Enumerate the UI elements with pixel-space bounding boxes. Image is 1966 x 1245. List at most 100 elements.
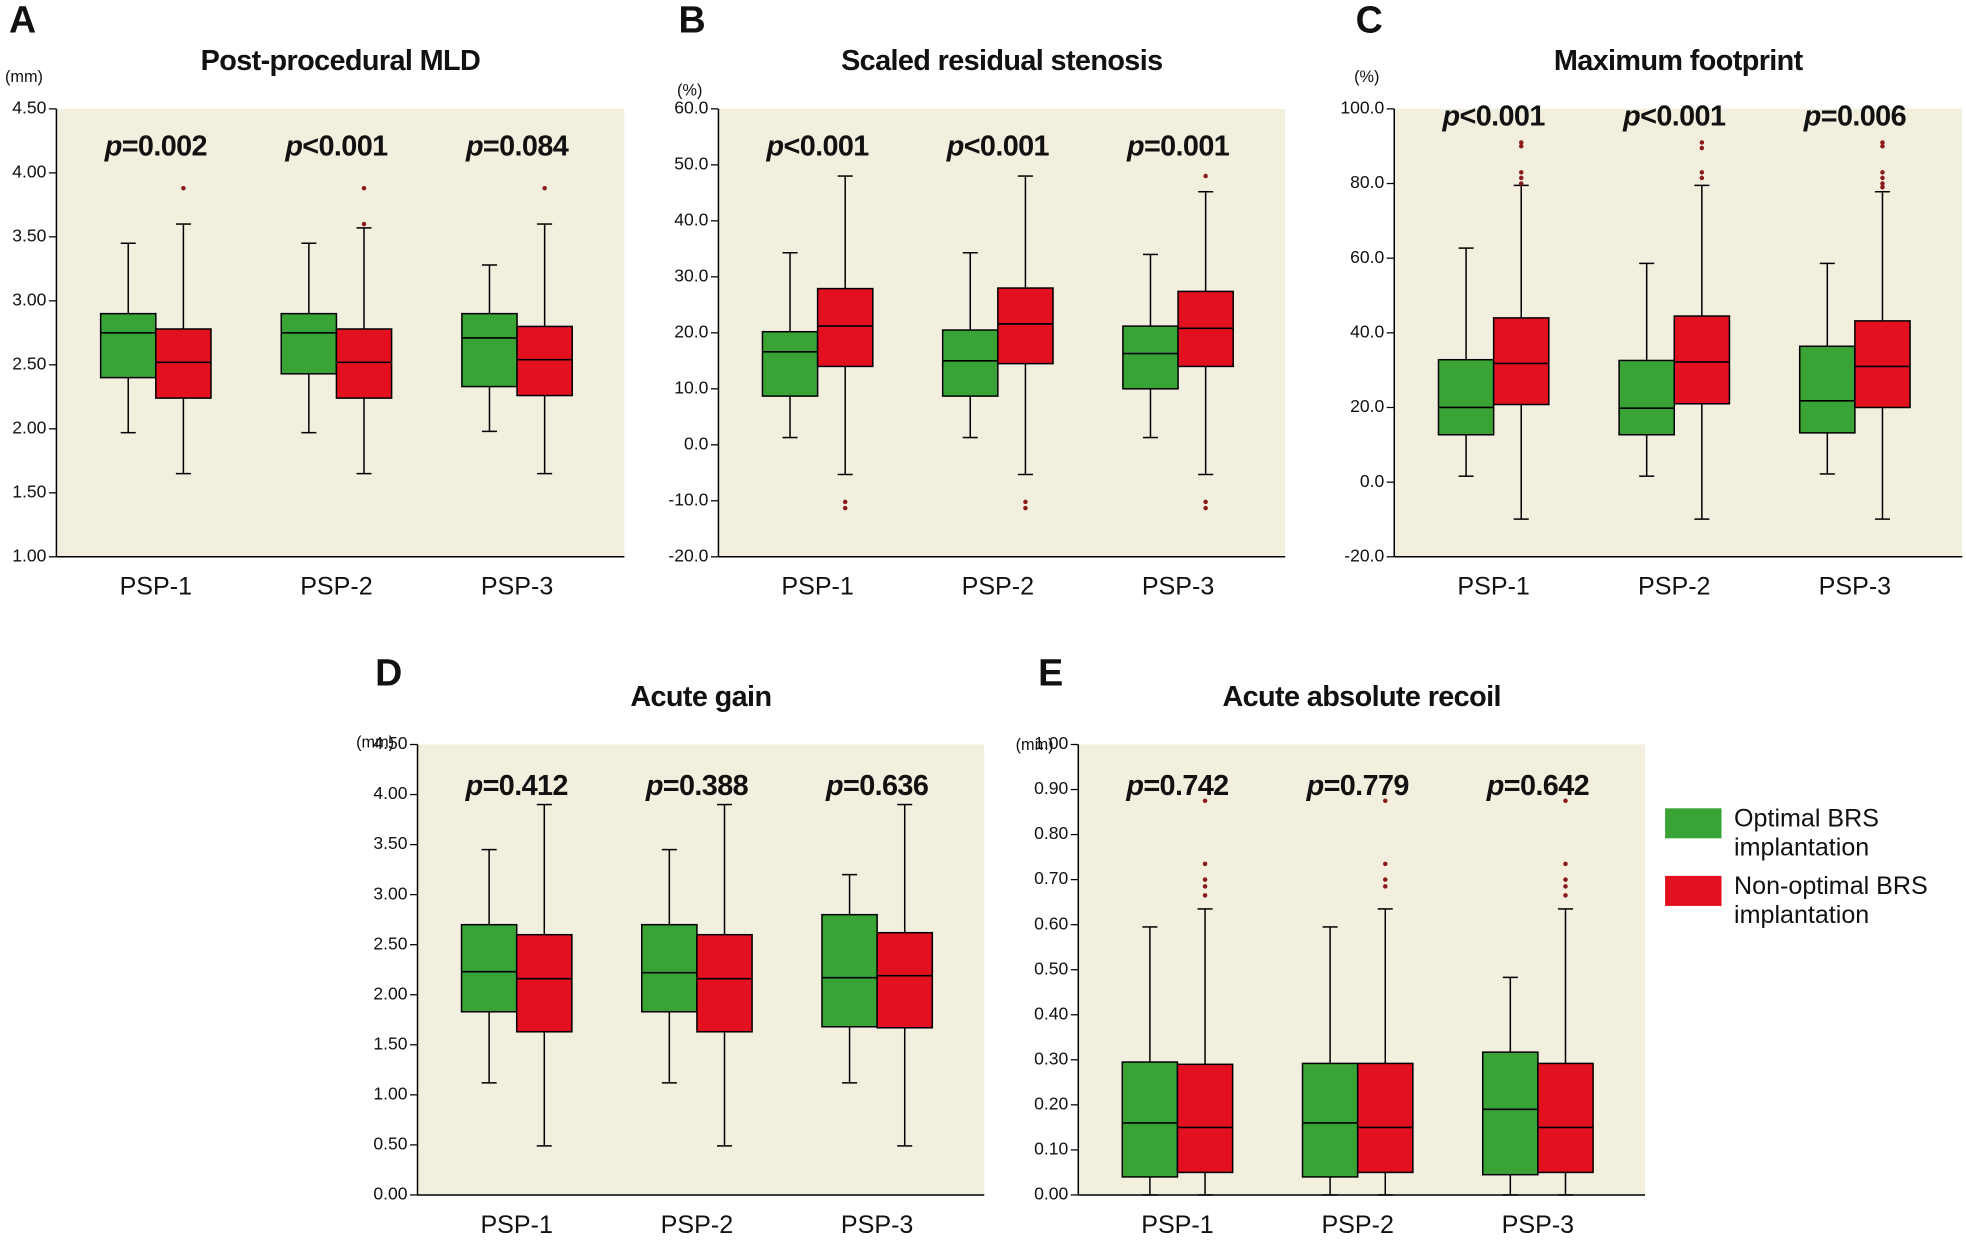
- box: [1437, 358, 1495, 436]
- outlier: [1880, 175, 1885, 181]
- p-symbol: p: [1622, 100, 1640, 132]
- box: [460, 923, 518, 1013]
- y-tick-label: 10.0: [674, 377, 708, 397]
- outlier: [1383, 877, 1388, 882]
- box: [696, 933, 753, 1033]
- p-symbol: p: [1306, 770, 1324, 802]
- p-symbol: p: [284, 130, 302, 162]
- outlier: [1202, 893, 1208, 898]
- y-tick-label: 20.0: [1350, 396, 1384, 416]
- p-text: =0.636: [843, 770, 928, 802]
- legend-line: Non-optimal BRS: [1734, 872, 1935, 900]
- box: [816, 287, 874, 368]
- y-tick-label: 1.50: [373, 1033, 407, 1053]
- outlier: [1563, 877, 1568, 882]
- box: [515, 933, 573, 1033]
- p-value: p<0.001: [1622, 100, 1726, 132]
- outlier: [1880, 170, 1885, 175]
- y-tick-label: 3.00: [373, 883, 407, 903]
- x-tick-label: PSP-3: [841, 1211, 913, 1239]
- legend-line: implantation: [1734, 833, 1869, 861]
- p-symbol: p: [645, 770, 663, 802]
- p-value: p=0.742: [1125, 770, 1228, 802]
- p-text: =0.006: [1821, 100, 1906, 132]
- outlier: [361, 185, 367, 191]
- outlier: [181, 185, 186, 191]
- outlier: [361, 221, 367, 227]
- y-tick-label: 0.70: [1034, 868, 1068, 888]
- p-value: p<0.001: [946, 130, 1050, 162]
- y-tick-label: 60.0: [674, 97, 708, 117]
- box: [1176, 1063, 1234, 1174]
- box: [1854, 320, 1911, 409]
- outlier: [1203, 173, 1208, 179]
- p-text: <0.001: [1460, 100, 1546, 132]
- outlier: [1563, 798, 1568, 804]
- p-value: p=0.001: [1126, 130, 1230, 162]
- box: [280, 312, 338, 375]
- y-tick-label: -20.0: [1344, 545, 1384, 565]
- panel-letter: E: [1038, 652, 1063, 694]
- box: [1481, 1051, 1539, 1176]
- y-tick-label: 0.50: [1034, 958, 1068, 978]
- p-symbol: p: [1126, 130, 1144, 162]
- p-text: =0.001: [1144, 130, 1230, 162]
- chart-title: Scaled residual stenosis: [841, 45, 1162, 77]
- legend-line: Optimal BRS: [1734, 804, 1886, 832]
- x-tick-label: PSP-1: [1141, 1211, 1213, 1239]
- panel-letter: A: [9, 0, 36, 40]
- x-tick-label: PSP-2: [1638, 573, 1710, 601]
- y-tick-label: 40.0: [674, 209, 708, 229]
- y-tick-label: 0.00: [1034, 1184, 1068, 1204]
- box: [1618, 359, 1676, 436]
- x-tick-label: PSP-1: [120, 573, 192, 601]
- y-axis-unit: (%): [677, 82, 702, 100]
- y-tick-label: 2.00: [12, 417, 46, 437]
- x-tick-label: PSP-2: [300, 573, 372, 601]
- x-tick-label: PSP-1: [480, 1211, 552, 1239]
- chart-title: Acute absolute recoil: [1222, 681, 1500, 713]
- y-tick-label: 4.50: [373, 733, 407, 753]
- outlier: [1699, 140, 1705, 145]
- y-axis-unit: (mm): [356, 734, 394, 752]
- box: [1121, 1061, 1179, 1178]
- x-tick-label: PSP-2: [661, 1211, 733, 1239]
- p-symbol: p: [1803, 100, 1821, 132]
- x-tick-label: PSP-3: [1819, 573, 1891, 601]
- x-tick-label: PSP-1: [1457, 573, 1529, 601]
- p-text: =0.742: [1143, 770, 1228, 802]
- box: [1798, 345, 1856, 434]
- y-tick-label: 1.00: [12, 545, 46, 565]
- box: [461, 312, 518, 388]
- p-text: <0.001: [302, 130, 388, 162]
- p-value: p<0.001: [766, 130, 870, 162]
- y-axis-unit: (%): [1354, 68, 1379, 86]
- box: [941, 329, 999, 397]
- outlier: [1518, 143, 1524, 149]
- outlier: [1880, 140, 1885, 145]
- y-tick-label: 4.50: [12, 97, 46, 117]
- p-value: p<0.001: [1442, 100, 1546, 132]
- panel-letter: B: [679, 0, 706, 40]
- p-value: p<0.001: [284, 130, 388, 162]
- outlier: [842, 505, 848, 511]
- box: [641, 923, 698, 1013]
- p-symbol: p: [104, 130, 122, 162]
- p-symbol: p: [766, 130, 784, 162]
- y-tick-label: 0.60: [1034, 913, 1068, 933]
- outlier: [1699, 170, 1705, 175]
- legend-label: Optimal BRS implantation: [1734, 804, 1886, 861]
- outlier: [1880, 143, 1885, 149]
- y-tick-label: 0.40: [1034, 1003, 1068, 1023]
- box: [876, 931, 934, 1029]
- box: [335, 328, 393, 399]
- outlier: [1518, 181, 1524, 186]
- legend-line: implantation: [1734, 901, 1869, 929]
- p-value: p=0.642: [1486, 770, 1589, 802]
- box: [1301, 1062, 1359, 1178]
- chart-title: Maximum footprint: [1554, 45, 1804, 77]
- box: [1356, 1062, 1414, 1174]
- panel-letter: D: [375, 652, 402, 694]
- outlier: [1699, 175, 1705, 181]
